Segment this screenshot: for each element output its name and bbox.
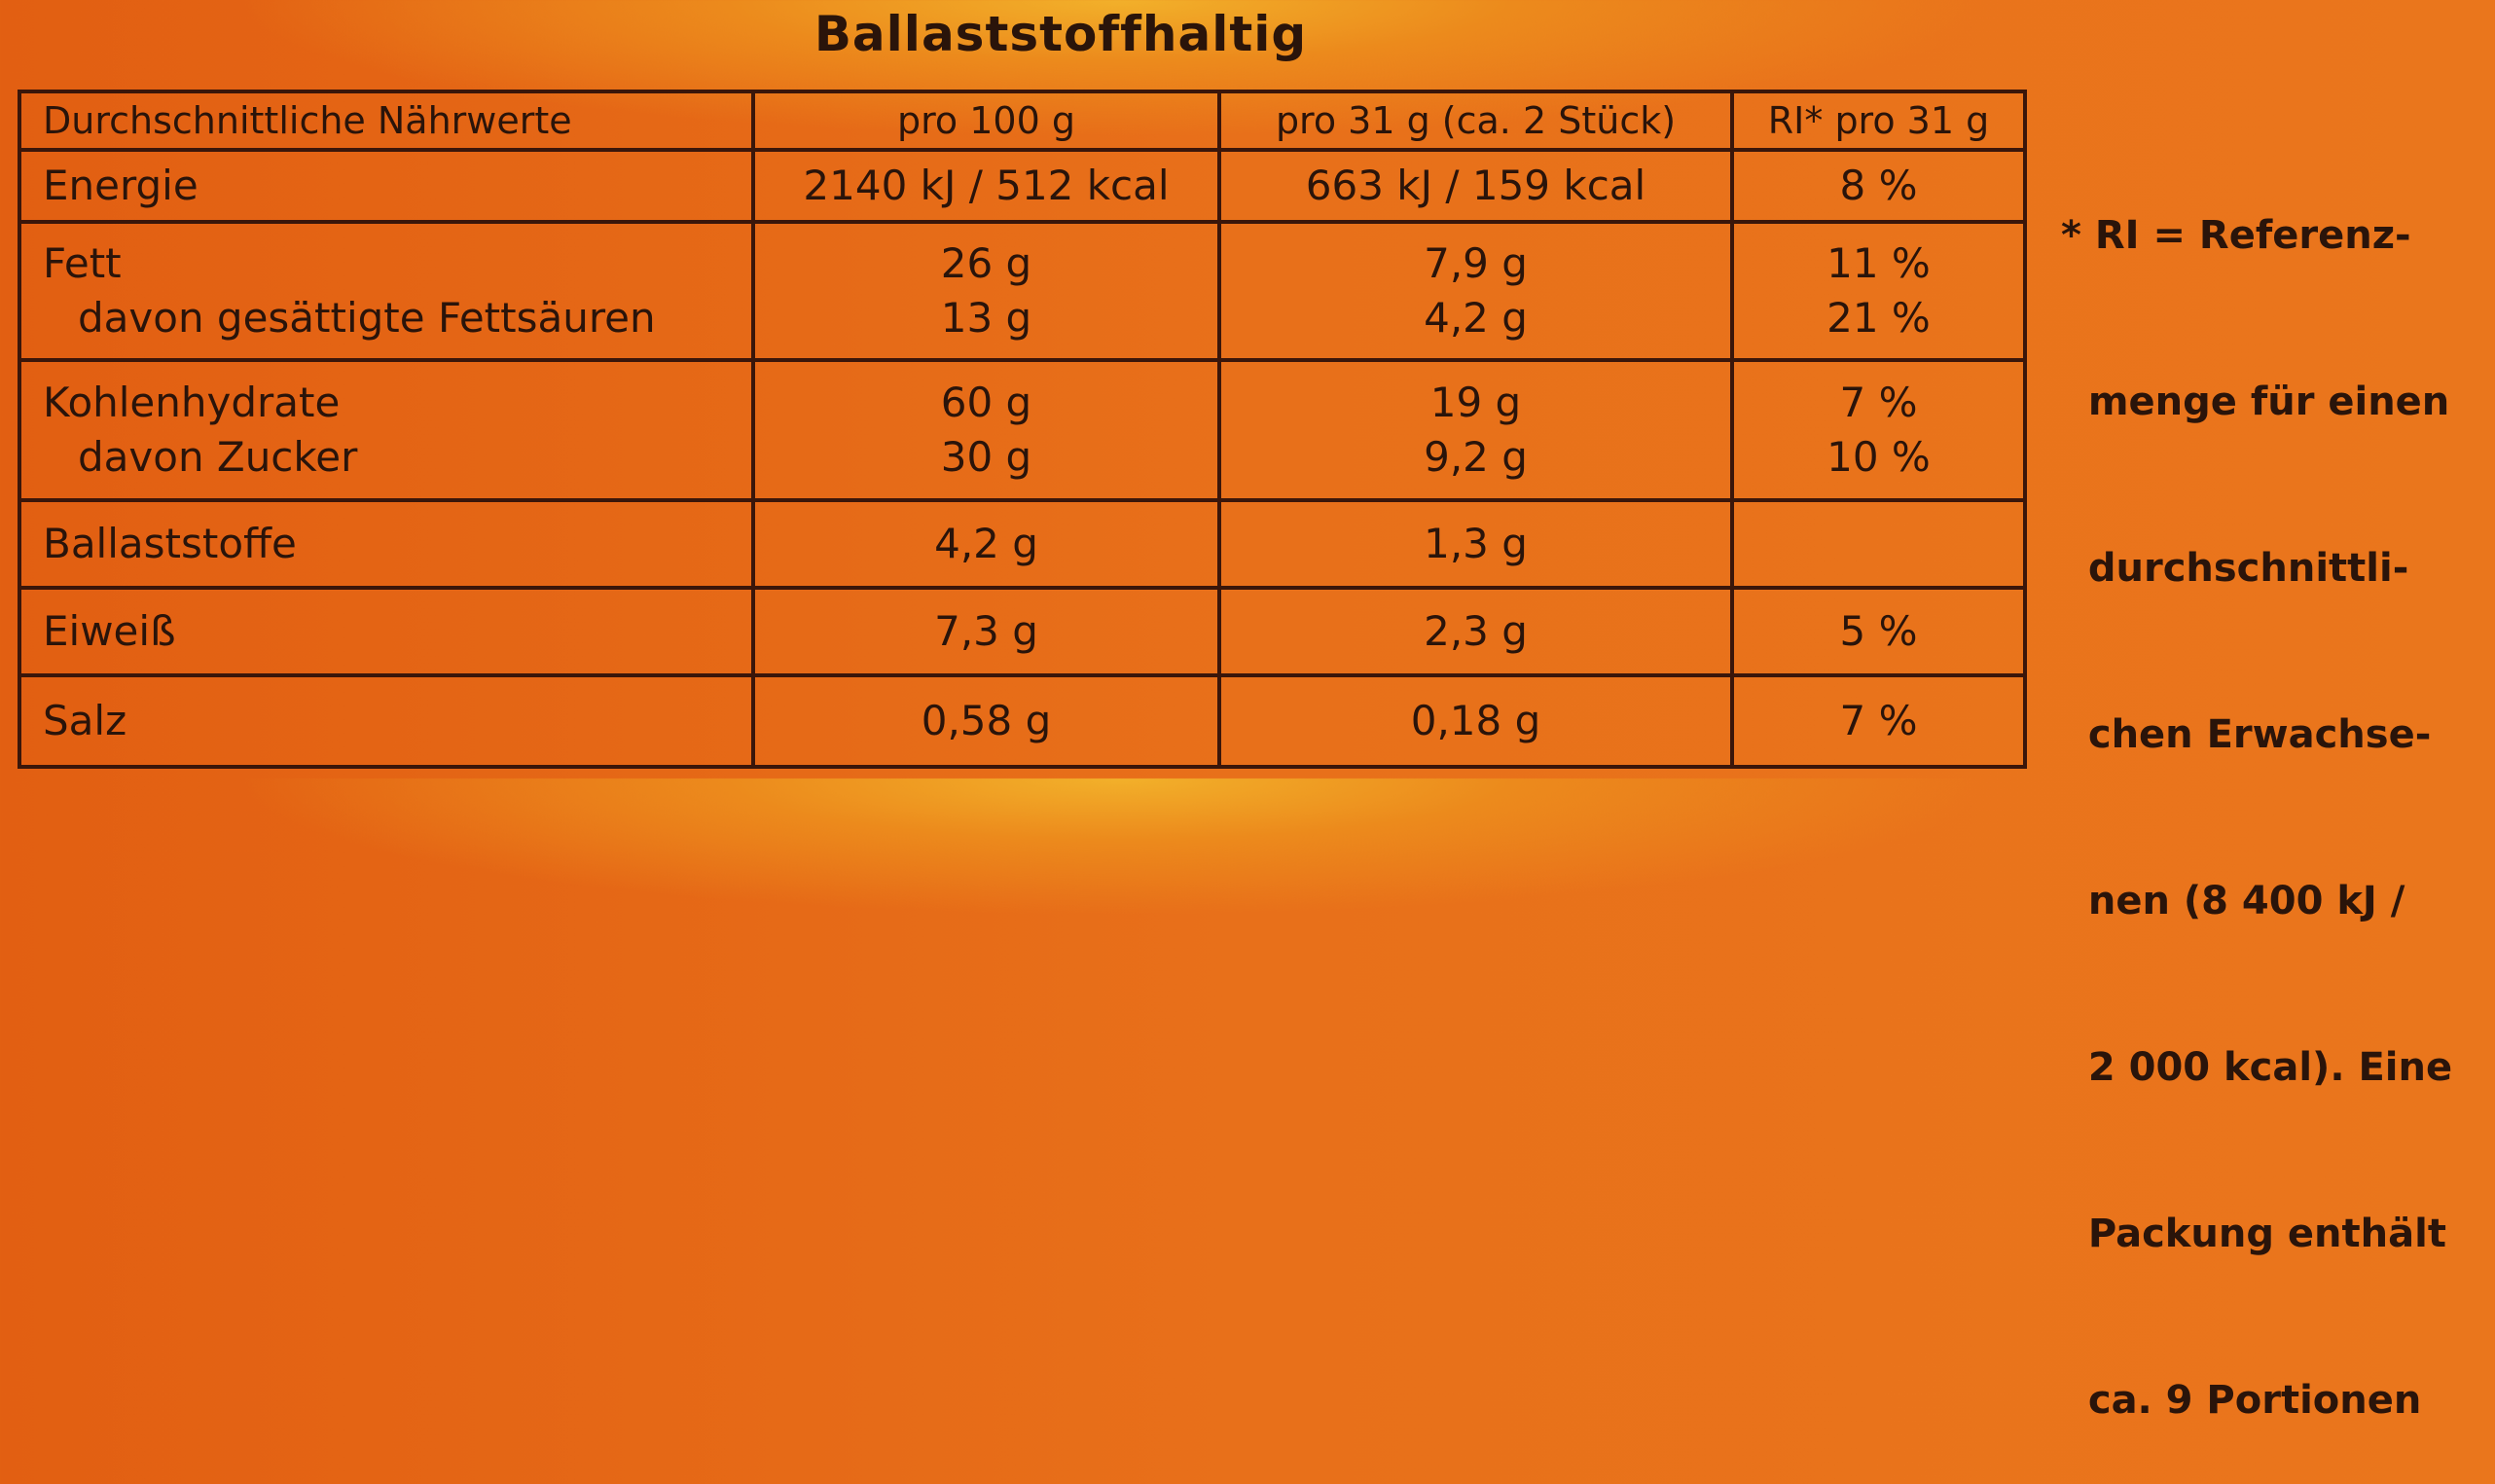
- nutrition-table: Durchschnittliche Nährwerte pro 100 g pr…: [18, 90, 2027, 769]
- row-per-100g: 7,3 g: [751, 588, 1221, 675]
- row-label: Eiweiß: [18, 588, 755, 675]
- row-sub-label: davon Zucker: [78, 433, 358, 481]
- footnote-line: nen (8 400 kJ /: [2061, 879, 2405, 923]
- row-per-31g: 2,3 g: [1217, 588, 1734, 675]
- row-per-100g: 2140 kJ / 512 kcal: [751, 150, 1221, 222]
- row-per-31g: 19 g: [1429, 379, 1522, 426]
- row-per-31g: 663 kJ / 159 kcal: [1217, 150, 1734, 222]
- row-label: Kohlenhydrate: [43, 379, 341, 426]
- row-per-31g: 0,18 g: [1217, 675, 1734, 767]
- row-sub-ri: 10 %: [1826, 433, 1931, 481]
- row-per-100g: 26 g: [940, 239, 1032, 287]
- row-ri: 5 %: [1730, 588, 2027, 675]
- header-nutrients: Durchschnittliche Nährwerte: [18, 91, 755, 150]
- header-per-100g: pro 100 g: [751, 91, 1221, 150]
- footnote-line: 2 000 kcal). Eine: [2061, 1045, 2453, 1090]
- row-per-31g: 1,3 g: [1217, 500, 1734, 588]
- label-title: Ballaststoffhaltig: [814, 6, 1308, 62]
- table-row: Kohlenhydrate davon Zucker 60 g 30 g 19 g 9…: [18, 360, 2027, 500]
- table-row: Fett davon gesättigte Fettsäuren 26 g 13 g…: [18, 222, 2027, 360]
- row-per-31g: 7,9 g: [1424, 239, 1528, 287]
- table-header-row: Durchschnittliche Nährwerte pro 100 g pr…: [18, 91, 2027, 150]
- footnote-line: durchschnittli-: [2061, 546, 2409, 591]
- row-label: Energie: [18, 150, 755, 222]
- table-row: Energie 2140 kJ / 512 kcal 663 kJ / 159 …: [18, 150, 2027, 222]
- header-per-31g: pro 31 g (ca. 2 Stück): [1217, 91, 1734, 150]
- row-sub-per-31g: 4,2 g: [1424, 294, 1528, 342]
- row-sub-per-31g: 9,2 g: [1424, 433, 1528, 481]
- row-sub-label: davon gesättigte Fettsäuren: [78, 294, 656, 342]
- footnote-line: Packung enthält: [2061, 1212, 2446, 1256]
- row-sub-per-100g: 13 g: [940, 294, 1032, 342]
- table-row: Ballaststoffe 4,2 g 1,3 g: [18, 500, 2027, 588]
- ri-footnote: * RI = Referenz- menge für einen durchsc…: [2061, 97, 2452, 1484]
- row-ri: [1730, 500, 2027, 588]
- row-label: Ballaststoffe: [18, 500, 755, 588]
- header-ri: RI* pro 31 g: [1730, 91, 2027, 150]
- row-ri: 11 %: [1826, 239, 1931, 287]
- row-sub-ri: 21 %: [1826, 294, 1931, 342]
- footnote-line: chen Erwachse-: [2061, 712, 2432, 757]
- row-per-100g: 0,58 g: [751, 675, 1221, 767]
- row-ri: 7 %: [1839, 379, 1918, 426]
- row-per-100g: 60 g: [940, 379, 1032, 426]
- footnote-line: * RI = Referenz-: [2061, 213, 2411, 258]
- row-label: Fett: [43, 239, 122, 287]
- footnote-line: menge für einen: [2061, 380, 2450, 424]
- table-row: Eiweiß 7,3 g 2,3 g 5 %: [18, 588, 2027, 675]
- row-ri: 8 %: [1730, 150, 2027, 222]
- row-label: Salz: [18, 675, 755, 767]
- row-ri: 7 %: [1730, 675, 2027, 767]
- table-row: Salz 0,58 g 0,18 g 7 %: [18, 675, 2027, 767]
- row-per-100g: 4,2 g: [751, 500, 1221, 588]
- footnote-line: ca. 9 Portionen: [2061, 1378, 2422, 1423]
- row-sub-per-100g: 30 g: [940, 433, 1032, 481]
